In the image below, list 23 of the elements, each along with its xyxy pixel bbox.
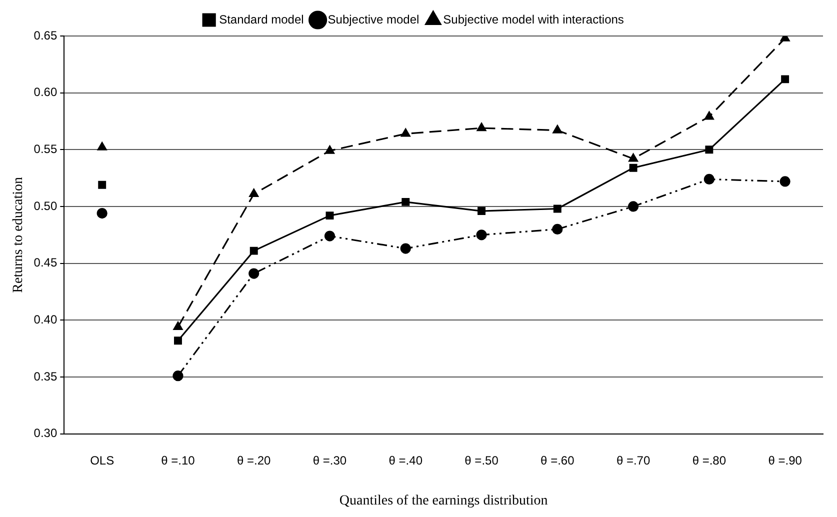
y-tick-label: 0.30 <box>34 426 58 440</box>
x-tick-label: θ =.20 <box>237 453 272 468</box>
legend-label: Standard model <box>219 12 304 26</box>
x-tick-label: θ =.90 <box>768 453 802 468</box>
x-tick-label: θ =.40 <box>388 453 423 468</box>
y-tick-label: 0.35 <box>34 369 58 384</box>
y-tick-label: 0.60 <box>34 85 58 100</box>
y-tick-label: 0.45 <box>34 256 58 270</box>
y-tick-label: 0.40 <box>34 312 58 326</box>
legend-label: Subjective model with interactions <box>443 12 624 26</box>
y-tick-label: 0.55 <box>34 142 58 156</box>
y-tick-label: 0.50 <box>34 198 58 213</box>
legend-label: Subjective model <box>328 12 420 26</box>
y-tick-label: 0.65 <box>34 28 58 42</box>
x-tick-label: θ =.30 <box>312 453 347 468</box>
x-tick-label: θ =.80 <box>692 453 726 468</box>
x-tick-label: θ =.10 <box>161 453 196 468</box>
x-tick-label: θ =.70 <box>616 453 650 468</box>
y-axis-title: Returns to education <box>11 176 26 293</box>
x-tick-label: θ =.60 <box>540 453 575 468</box>
x-axis-title: Quantiles of the earnings distribution <box>339 493 548 508</box>
x-tick-label: θ =.50 <box>464 453 499 468</box>
x-tick-label: OLS <box>90 453 114 468</box>
